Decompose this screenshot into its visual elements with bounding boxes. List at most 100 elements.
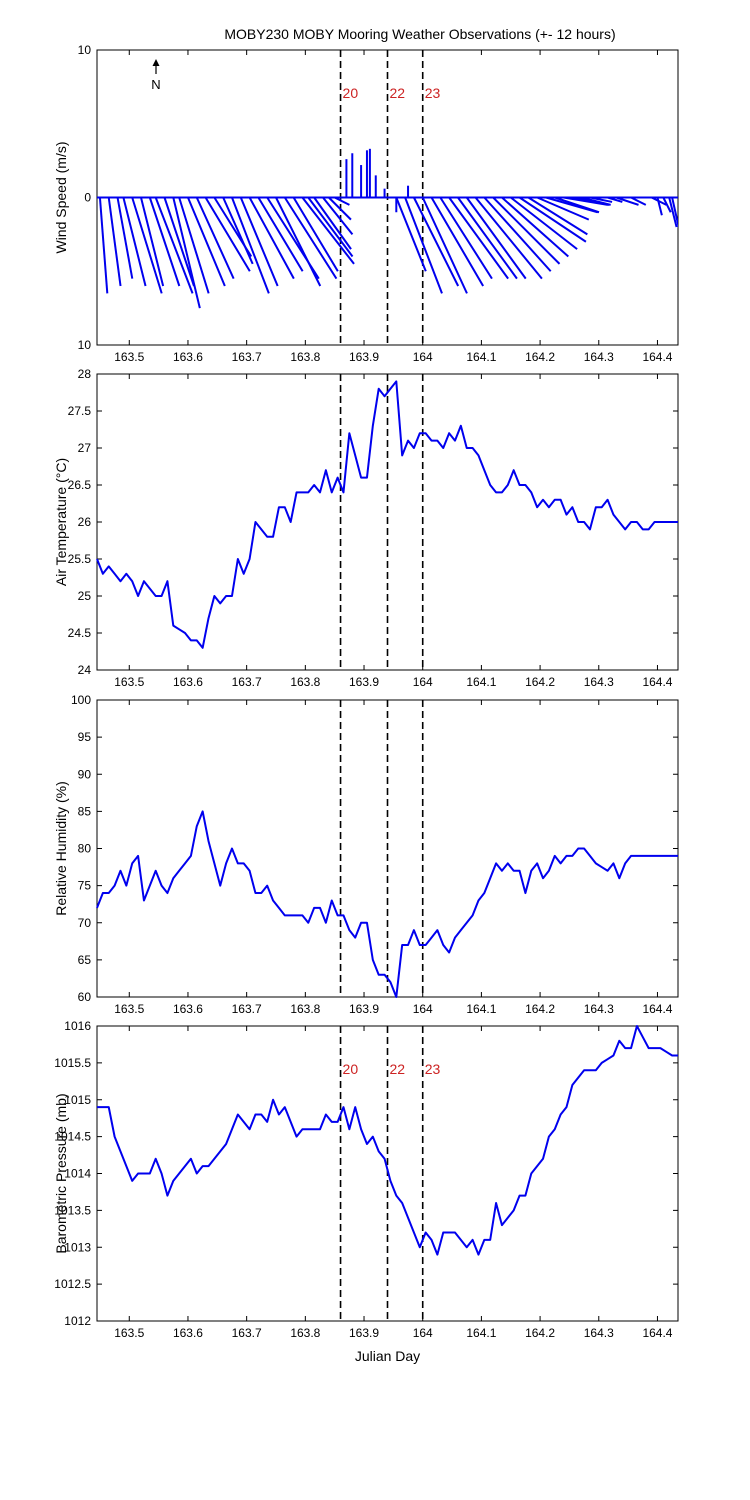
y-tick-label: 90	[78, 767, 92, 781]
y-axis-title: Barometric Pressure (mb)	[53, 1093, 69, 1253]
x-tick-label: 163.9	[349, 1002, 379, 1016]
y-tick-label: 27.5	[68, 404, 92, 418]
wind-stick	[292, 196, 339, 272]
wind-stick	[307, 196, 354, 258]
event-label-20: 20	[343, 85, 359, 101]
panel-pressure: 163.5 163.6 163.7 163.8 163.9 164 164.1 164.2 16…	[53, 1019, 679, 1364]
x-tick-label: 163.7	[232, 675, 262, 689]
x-tick-label: 164.2	[525, 1002, 555, 1016]
wind-stick	[607, 196, 623, 203]
x-tick-label: 164.3	[584, 1002, 614, 1016]
wind-stick	[413, 197, 460, 287]
wind-stick	[448, 196, 509, 280]
y-tick-label: 1015	[64, 1093, 91, 1107]
x-tick-label: 164.4	[642, 1326, 672, 1340]
x-axis-title: Julian Day	[355, 1348, 420, 1364]
x-tick-label: 163.5	[114, 350, 144, 364]
wind-stick	[662, 197, 672, 213]
x-tick-label: 164.1	[466, 675, 496, 689]
y-tick-label: 27	[78, 441, 92, 455]
x-tick-label: 163.8	[290, 350, 320, 364]
wind-stick	[154, 197, 194, 294]
y-tick-label: 10	[78, 338, 92, 352]
x-tick-label: 163.9	[349, 675, 379, 689]
wind-stick	[439, 196, 493, 280]
y-tick-label: 26	[78, 515, 92, 529]
x-tick-label: 163.6	[173, 1002, 203, 1016]
wind-stick	[248, 197, 295, 280]
north-arrow: N	[151, 59, 161, 92]
wind-stick	[172, 197, 201, 309]
series-line-pressure	[97, 1025, 678, 1256]
x-tick-label: 164	[413, 675, 433, 689]
y-axis-title: Wind Speed (m/s)	[53, 141, 69, 253]
x-tick-label: 163.8	[290, 1326, 320, 1340]
y-axis-title: Air Temperature (°C)	[53, 458, 69, 586]
wind-stick	[107, 197, 122, 287]
wind-stick	[178, 197, 210, 294]
wind-stick	[334, 196, 350, 206]
y-tick-label: 25.5	[68, 552, 92, 566]
wind-stick	[131, 197, 163, 294]
y-tick-label: 24.5	[68, 626, 92, 640]
wind-stick	[395, 197, 427, 272]
x-tick-label: 163.5	[114, 675, 144, 689]
wind-stick	[313, 196, 352, 250]
x-tick-label: 164.2	[525, 1326, 555, 1340]
wind-stick	[257, 196, 304, 272]
x-tick-label: 163.7	[232, 350, 262, 364]
wind-stick	[122, 197, 147, 287]
wind-stick	[322, 196, 354, 235]
x-tick-label: 163.7	[232, 1002, 262, 1016]
y-tick-label: 100	[71, 693, 91, 707]
x-tick-label: 163.6	[173, 1326, 203, 1340]
wind-stick	[589, 196, 613, 203]
y-tick-label: 60	[78, 990, 92, 1004]
panel-humidity: 163.5 163.6 163.7 163.8 163.9 164 164.1 164.2 16…	[53, 693, 679, 1016]
y-tick-label: 1015.5	[54, 1056, 91, 1070]
wind-stick	[474, 196, 543, 280]
x-tick-label: 163.7	[232, 1326, 262, 1340]
wind-stick	[671, 197, 678, 229]
x-tick-label: 163.5	[114, 1002, 144, 1016]
wind-stick	[239, 197, 279, 287]
x-tick-label: 163.9	[349, 350, 379, 364]
wind-stick	[187, 197, 226, 287]
wind-stick	[483, 196, 552, 272]
x-tick-label: 164.3	[584, 350, 614, 364]
y-axis-title: Relative Humidity (%)	[53, 781, 69, 916]
panel-air-temp: 163.5 163.6 163.7 163.8 163.9 164 164.1 164.2 16…	[53, 367, 679, 689]
wind-stick	[430, 196, 485, 287]
x-tick-label: 164.3	[584, 675, 614, 689]
x-tick-label: 164.1	[466, 1326, 496, 1340]
y-tick-label: 26.5	[68, 478, 92, 492]
y-tick-label: 24	[78, 663, 92, 677]
x-tick-label: 164.2	[525, 350, 555, 364]
y-tick-label: 1013	[64, 1240, 91, 1254]
wind-stick	[222, 197, 254, 265]
y-tick-label: 70	[78, 916, 92, 930]
y-tick-label: 1014.5	[54, 1130, 91, 1144]
wind-stick	[404, 197, 443, 294]
event-label-22: 22	[390, 85, 406, 101]
x-tick-label: 164.4	[642, 1002, 672, 1016]
x-tick-label: 163.8	[290, 1002, 320, 1016]
x-tick-label: 163.8	[290, 675, 320, 689]
wind-stick	[116, 197, 134, 279]
x-tick-label: 163.6	[173, 675, 203, 689]
wind-stick	[510, 196, 578, 250]
y-tick-label: 65	[78, 953, 92, 967]
wind-stick	[656, 197, 663, 216]
y-tick-label: 85	[78, 804, 92, 818]
wind-stick	[536, 196, 590, 221]
x-tick-label: 164	[413, 1326, 433, 1340]
event-label-23: 23	[425, 1061, 441, 1077]
y-tick-label: 1012.5	[54, 1277, 91, 1291]
wind-stick	[554, 196, 600, 214]
y-tick-label: 25	[78, 589, 92, 603]
north-label: N	[151, 77, 160, 92]
event-label-23: 23	[425, 85, 441, 101]
wind-stick	[421, 197, 468, 294]
panel-wind: 163.5 163.6 163.7 163.8 163.9 164 164.1 164.2 16…	[53, 43, 679, 364]
